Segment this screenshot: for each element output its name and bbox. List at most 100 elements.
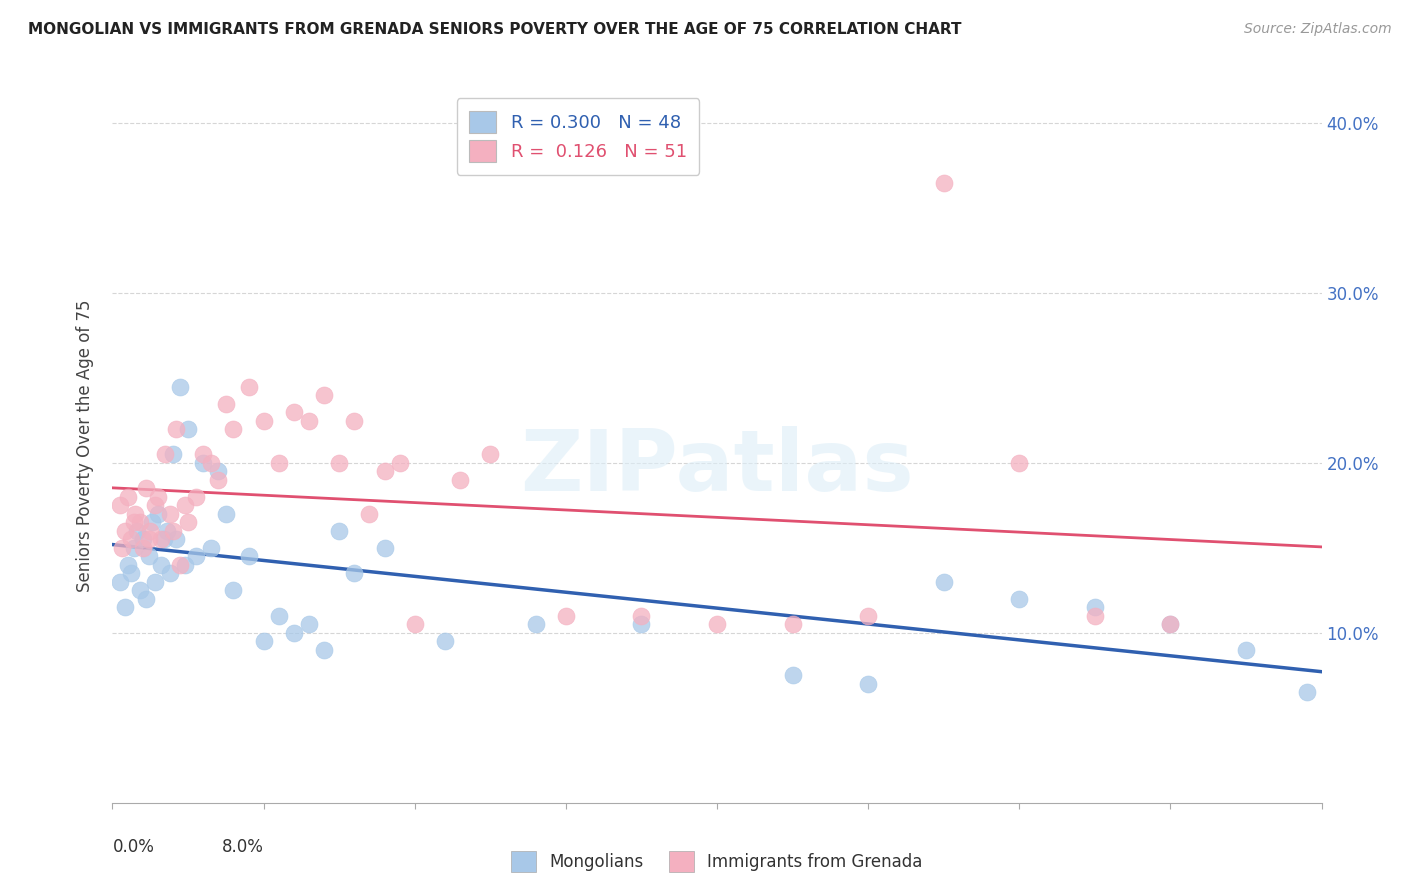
Point bbox=[138, 549, 160, 564]
Point bbox=[132, 533, 155, 547]
Point bbox=[149, 533, 172, 547]
Point bbox=[122, 541, 145, 555]
Point bbox=[138, 533, 160, 547]
Point bbox=[128, 516, 150, 530]
Point bbox=[434, 634, 457, 648]
Point bbox=[162, 524, 184, 538]
Point bbox=[283, 405, 305, 419]
Y-axis label: Seniors Poverty Over the Age of 75: Seniors Poverty Over the Age of 75 bbox=[76, 300, 94, 592]
Point bbox=[1084, 608, 1107, 623]
Point bbox=[253, 634, 276, 648]
Point bbox=[207, 465, 229, 479]
Legend: Mongolians, Immigrants from Grenada: Mongolians, Immigrants from Grenada bbox=[503, 843, 931, 880]
Point bbox=[108, 499, 131, 513]
Point bbox=[110, 541, 132, 555]
Point bbox=[191, 456, 214, 470]
Point bbox=[404, 617, 426, 632]
Point bbox=[222, 422, 245, 436]
Point bbox=[143, 574, 166, 589]
Point bbox=[165, 422, 187, 436]
Point bbox=[184, 490, 207, 504]
Point bbox=[153, 533, 176, 547]
Point bbox=[139, 524, 162, 538]
Point bbox=[932, 574, 955, 589]
Point bbox=[267, 456, 290, 470]
Point bbox=[312, 643, 335, 657]
Point bbox=[117, 490, 139, 504]
Point bbox=[128, 583, 150, 598]
Text: 8.0%: 8.0% bbox=[222, 838, 264, 856]
Point bbox=[524, 617, 547, 632]
Point bbox=[215, 396, 238, 410]
Point bbox=[132, 541, 155, 555]
Point bbox=[120, 566, 142, 581]
Point bbox=[122, 516, 145, 530]
Point bbox=[1234, 643, 1257, 657]
Point bbox=[706, 617, 728, 632]
Point bbox=[359, 507, 381, 521]
Point bbox=[159, 566, 181, 581]
Text: ZIPatlas: ZIPatlas bbox=[520, 425, 914, 509]
Point bbox=[374, 465, 396, 479]
Point bbox=[155, 448, 177, 462]
Point bbox=[1008, 591, 1031, 606]
Point bbox=[117, 558, 139, 572]
Point bbox=[328, 456, 350, 470]
Point bbox=[328, 524, 350, 538]
Point bbox=[135, 482, 157, 496]
Point bbox=[298, 413, 321, 427]
Point bbox=[388, 456, 411, 470]
Point bbox=[174, 499, 197, 513]
Point bbox=[343, 566, 366, 581]
Point bbox=[449, 473, 471, 487]
Point bbox=[177, 516, 200, 530]
Point bbox=[200, 541, 222, 555]
Point bbox=[267, 608, 290, 623]
Point bbox=[283, 626, 305, 640]
Point bbox=[253, 413, 276, 427]
Point bbox=[191, 448, 214, 462]
Point bbox=[207, 473, 229, 487]
Point bbox=[856, 608, 880, 623]
Point bbox=[222, 583, 245, 598]
Point bbox=[298, 617, 321, 632]
Point bbox=[174, 558, 197, 572]
Point bbox=[108, 574, 131, 589]
Point bbox=[159, 507, 181, 521]
Point bbox=[169, 558, 191, 572]
Text: 0.0%: 0.0% bbox=[112, 838, 155, 856]
Text: MONGOLIAN VS IMMIGRANTS FROM GRENADA SENIORS POVERTY OVER THE AGE OF 75 CORRELAT: MONGOLIAN VS IMMIGRANTS FROM GRENADA SEN… bbox=[28, 22, 962, 37]
Point bbox=[165, 533, 187, 547]
Point bbox=[114, 524, 136, 538]
Point bbox=[125, 524, 148, 538]
Point bbox=[856, 677, 880, 691]
Point bbox=[177, 422, 200, 436]
Point bbox=[238, 549, 260, 564]
Text: Source: ZipAtlas.com: Source: ZipAtlas.com bbox=[1244, 22, 1392, 37]
Point bbox=[1008, 456, 1031, 470]
Point bbox=[135, 591, 157, 606]
Point bbox=[143, 499, 166, 513]
Point bbox=[932, 176, 955, 190]
Point bbox=[156, 524, 179, 538]
Point bbox=[141, 516, 163, 530]
Point bbox=[554, 608, 576, 623]
Point bbox=[184, 549, 207, 564]
Point bbox=[1159, 617, 1181, 632]
Point bbox=[312, 388, 335, 402]
Point bbox=[479, 448, 502, 462]
Point bbox=[169, 379, 191, 393]
Point bbox=[146, 490, 169, 504]
Point bbox=[149, 558, 172, 572]
Point bbox=[1295, 685, 1317, 699]
Point bbox=[374, 541, 396, 555]
Point bbox=[1159, 617, 1181, 632]
Point bbox=[782, 668, 804, 682]
Point bbox=[630, 617, 652, 632]
Point bbox=[343, 413, 366, 427]
Point bbox=[114, 600, 136, 615]
Point bbox=[1084, 600, 1107, 615]
Point bbox=[162, 448, 184, 462]
Point bbox=[146, 507, 169, 521]
Point bbox=[120, 533, 142, 547]
